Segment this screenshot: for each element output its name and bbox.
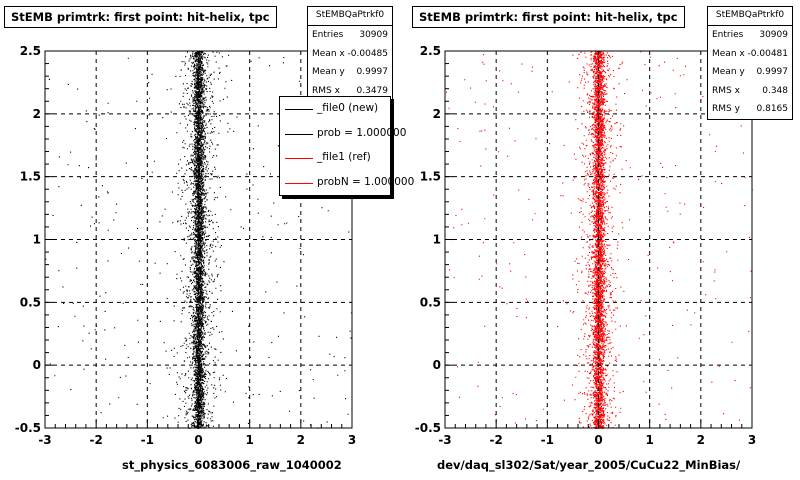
stats-value: 30909 [359,30,388,40]
legend-box: _file0 (new) prob = 1.000000 _file1 (ref… [279,96,414,196]
legend-entry: prob = 1.000000 [280,122,406,147]
legend-label: _file1 (ref) [317,151,371,163]
y-tick-label: 2 [33,107,41,121]
stats-label: RMS x [712,85,740,96]
stats-name: StEMBQaPtrkf0 [708,7,792,26]
y-tick-label: 1.5 [420,170,441,184]
x-tick-label: 1 [645,433,653,447]
y-tick-label: 0.5 [420,295,441,309]
y-tick-label: 0.5 [20,295,41,309]
left-scatter-plot: -3 -2 -1 0 1 2 3 -0.5 0 0.5 1 1.5 2 2.5 [15,44,356,447]
right-x-axis-label: dev/daq_sl302/Sat/year_2005/CuCu22_MinBi… [437,458,741,472]
stats-row-rms-y: RMS y 0.8165 [708,100,792,119]
stats-label: Mean y [712,67,745,77]
x-tick-label: 3 [348,433,356,447]
stats-row-mean-x: Mean x -0.00481 [708,45,792,64]
y-tick-label: 0 [33,358,41,372]
y-tick-label: -0.5 [415,421,441,435]
stats-label: Mean x [712,48,745,59]
legend-entry: probN = 1.000000 [280,171,414,196]
x-tick-label: -2 [489,433,502,447]
stats-row-entries: Entries 30909 [708,26,792,45]
stats-name: StEMBQaPtrkf0 [308,7,392,26]
x-tick-label: -2 [89,433,102,447]
x-tick-label: 0 [194,433,202,447]
stats-label: RMS x [312,85,340,96]
legend-label: prob = 1.000000 [317,126,407,139]
right-scatter-plot: -3 -2 -1 0 1 2 3 -0.5 0 0.5 1 1.5 2 2.5 [415,44,756,447]
y-tick-label: -0.5 [15,421,41,435]
x-tick-label: 2 [697,433,705,447]
stats-value: 0.348 [762,85,788,96]
legend-line [285,158,313,159]
x-tick-label: -1 [541,433,554,447]
stats-label: Mean y [312,67,345,77]
x-tick-label: 3 [748,433,756,447]
legend-entry: _file1 (ref) [280,146,390,171]
y-tick-label: 2.5 [420,44,441,58]
y-tick-label: 1 [33,233,41,247]
legend-line [285,109,313,110]
stats-row-entries: Entries 30909 [308,26,392,45]
x-tick-label: 1 [245,433,253,447]
legend-label: _file0 (new) [317,102,379,114]
left-stats-box: StEMBQaPtrkf0 Entries 30909 Mean x -0.00… [307,6,393,101]
stats-value: 0.9997 [356,67,389,77]
x-tick-label: -3 [438,433,451,447]
right-chart-title: StEMB primtrk: first point: hit-helix, t… [412,6,685,28]
y-tick-label: 2.5 [20,44,41,58]
right-stats-box: StEMBQaPtrkf0 Entries 30909 Mean x -0.00… [707,6,793,120]
right-chart-panel: -3 -2 -1 0 1 2 3 -0.5 0 0.5 1 1.5 2 2.5 StEMB primtrk… [400,0,800,480]
stats-value: 0.3479 [356,85,389,96]
stats-row-rms-x: RMS x 0.348 [708,82,792,101]
stats-value: -0.00485 [347,48,388,59]
stats-row-mean-y: Mean y 0.9997 [708,63,792,82]
stats-value: 30909 [759,30,788,40]
left-chart-title: StEMB primtrk: first point: hit-helix, t… [4,6,277,28]
legend-line [285,133,313,135]
legend-entry: _file0 (new) [280,97,390,122]
legend-line [285,182,313,184]
stats-value: 0.9997 [756,67,789,77]
y-tick-label: 1.5 [20,170,41,184]
scatter-points [45,51,353,430]
x-tick-label: 2 [297,433,305,447]
x-tick-label: 0 [594,433,602,447]
stats-row-mean-y: Mean y 0.9997 [308,63,392,82]
left-chart-panel: -3 -2 -1 0 1 2 3 -0.5 0 0.5 1 1.5 2 2.5 StEMB primtrk… [4,6,414,472]
stats-label: RMS y [712,104,740,114]
stats-label: Entries [312,30,344,40]
x-tick-label: -3 [38,433,51,447]
y-tick-label: 1 [433,233,441,247]
stats-value: -0.00481 [747,48,788,59]
stats-row-mean-x: Mean x -0.00485 [308,45,392,64]
stats-label: Mean x [312,48,345,59]
y-tick-label: 2 [433,107,441,121]
stats-label: Entries [712,30,744,40]
y-tick-label: 0 [433,358,441,372]
stats-value: 0.8165 [756,104,789,114]
left-x-axis-label: st_physics_6083006_raw_1040002 [122,458,342,472]
stats-row-rms-x: RMS x 0.3479 [308,82,392,101]
x-tick-label: -1 [141,433,154,447]
scatter-points [446,51,753,430]
legend-label: probN = 1.000000 [317,175,415,188]
